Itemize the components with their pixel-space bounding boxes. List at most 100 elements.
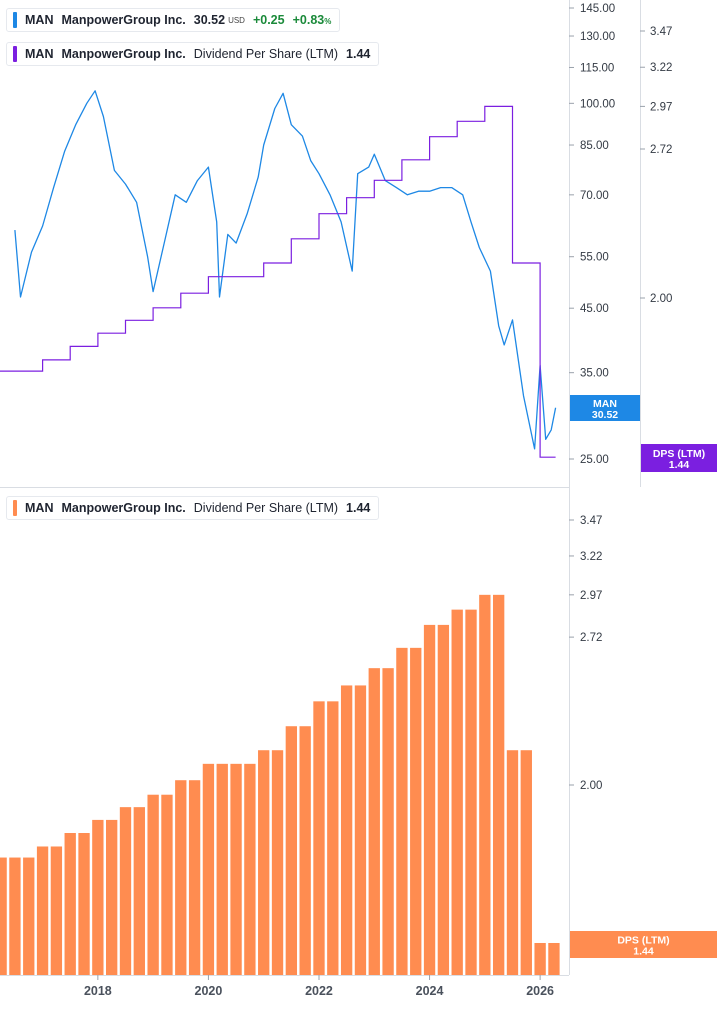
price-axis-tick-label: 25.00 <box>580 454 609 466</box>
x-axis-tick-label: 2024 <box>416 984 444 998</box>
dps-bottom-legend-ticker: MAN <box>25 501 54 515</box>
dps-top-axis-tick-label: 2.00 <box>650 293 672 305</box>
dps-bar <box>216 763 228 975</box>
dps-bar <box>492 594 505 975</box>
price-legend-change: +0.25 <box>252 13 285 27</box>
x-axis-tick-label: 2020 <box>195 984 223 998</box>
price-legend-change-pct-value: +0.83 <box>292 13 325 27</box>
dps-bar <box>534 942 546 975</box>
x-axis-tick-label: 2022 <box>305 984 333 998</box>
dps-bar <box>188 780 201 975</box>
dps-top-legend-value: 1.44 <box>346 47 371 61</box>
price-legend-swatch <box>13 12 17 28</box>
dps-bar <box>313 701 325 975</box>
dps-bottom-badge: DPS (LTM)1.44 <box>570 931 717 958</box>
dps-bar <box>548 942 560 975</box>
dps-bar <box>133 807 145 975</box>
dps-bar <box>78 833 90 975</box>
dps-bottom-axis-tick-label: 2.00 <box>580 780 602 792</box>
dps-bar <box>340 685 353 975</box>
price-badge-bg <box>570 395 640 421</box>
dps-step-line <box>0 105 556 458</box>
dps-bar <box>258 750 270 975</box>
dps-bar <box>285 726 298 975</box>
price-legend[interactable]: MAN ManpowerGroup Inc. 30.52 USD +0.25 +… <box>6 8 341 32</box>
dps-bar <box>202 763 215 975</box>
dps-top-axis-tick-label: 3.47 <box>650 26 672 38</box>
dps-top-legend-metric: Dividend Per Share (LTM) <box>193 47 339 61</box>
dps-bar <box>244 763 256 975</box>
price-legend-change-pct: +0.83% <box>293 13 332 27</box>
dps-bottom-badge-value: 1.44 <box>633 946 654 958</box>
dps-top-badge-value: 1.44 <box>669 459 690 471</box>
dps-bottom-legend-swatch <box>13 500 17 516</box>
dps-bar <box>410 647 422 975</box>
price-legend-currency: USD <box>228 15 245 25</box>
dps-bottom-badge-label: DPS (LTM) <box>617 935 669 947</box>
price-axis-tick-label: 130.00 <box>580 31 615 43</box>
dps-bottom-axis-tick-label: 3.47 <box>580 515 602 527</box>
dps-bottom-axis-tick-label: 2.72 <box>580 632 602 644</box>
price-axis-tick-label: 55.00 <box>580 252 609 264</box>
dps-bottom-badge-bg <box>570 931 717 958</box>
dps-bar <box>437 624 450 975</box>
price-legend-ticker: MAN <box>25 13 54 27</box>
dps-bar <box>92 819 104 975</box>
dps-bar <box>327 701 339 975</box>
dps-top-axis-tick-label: 2.97 <box>650 101 672 113</box>
dps-bar <box>230 763 242 975</box>
price-axis-tick-label: 85.00 <box>580 140 609 152</box>
price-axis-tick-label: 35.00 <box>580 368 609 380</box>
x-axis-tick-label: 2018 <box>84 984 112 998</box>
dps-bar <box>106 819 118 975</box>
price-legend-company: ManpowerGroup Inc. <box>61 13 186 27</box>
dps-bar <box>9 857 21 975</box>
dps-bottom-legend-value: 1.44 <box>346 501 371 515</box>
price-axis-tick-label: 115.00 <box>580 62 614 74</box>
dps-bar <box>50 846 63 975</box>
dps-top-axis-tick-label: 2.72 <box>650 144 672 156</box>
price-badge-label: MAN <box>593 398 617 410</box>
dps-bar <box>479 594 491 975</box>
dps-top-badge: DPS (LTM)1.44 <box>641 444 717 472</box>
dps-bar <box>23 857 35 975</box>
dps-bar <box>423 624 436 975</box>
dps-bar <box>506 750 519 975</box>
dps-bottom-legend-company: ManpowerGroup Inc. <box>61 501 186 515</box>
price-legend-change-pct-unit: % <box>324 17 332 26</box>
dps-bottom-legend[interactable]: MAN ManpowerGroup Inc. Dividend Per Shar… <box>6 496 380 520</box>
dps-top-axis-tick-label: 3.22 <box>650 62 672 74</box>
price-axis-tick-label: 100.00 <box>580 98 615 110</box>
price-legend-price: 30.52 <box>193 13 226 27</box>
dps-bar <box>147 794 159 975</box>
price-axis-tick-label: 70.00 <box>580 190 609 202</box>
dps-bar <box>119 807 132 975</box>
dps-top-legend-company: ManpowerGroup Inc. <box>61 47 186 61</box>
dps-bar <box>396 647 408 975</box>
price-line <box>14 90 557 450</box>
dps-bottom-legend-metric: Dividend Per Share (LTM) <box>193 501 339 515</box>
price-axis-tick-label: 145.00 <box>580 3 615 15</box>
dps-bar <box>368 668 380 975</box>
price-badge-value: 30.52 <box>592 409 618 421</box>
dps-top-legend[interactable]: MAN ManpowerGroup Inc. Dividend Per Shar… <box>6 42 380 66</box>
dps-top-badge-label: DPS (LTM) <box>653 448 705 460</box>
dps-top-legend-ticker: MAN <box>25 47 54 61</box>
x-axis-tick-label: 2026 <box>526 984 554 998</box>
dps-bar <box>161 794 173 975</box>
dps-bar <box>64 833 76 975</box>
dps-bar <box>451 609 463 975</box>
price-axis-tick-label: 45.00 <box>580 303 609 315</box>
dps-bar <box>465 609 477 975</box>
dps-top-badge-bg <box>641 444 717 472</box>
dps-top-legend-swatch <box>13 46 17 62</box>
dps-bar <box>382 668 394 975</box>
dps-bar <box>0 857 7 975</box>
dps-bottom-axis-tick-label: 3.22 <box>580 551 602 563</box>
dps-bar <box>354 685 367 975</box>
dps-bar <box>271 750 284 975</box>
dps-bar <box>36 846 49 975</box>
